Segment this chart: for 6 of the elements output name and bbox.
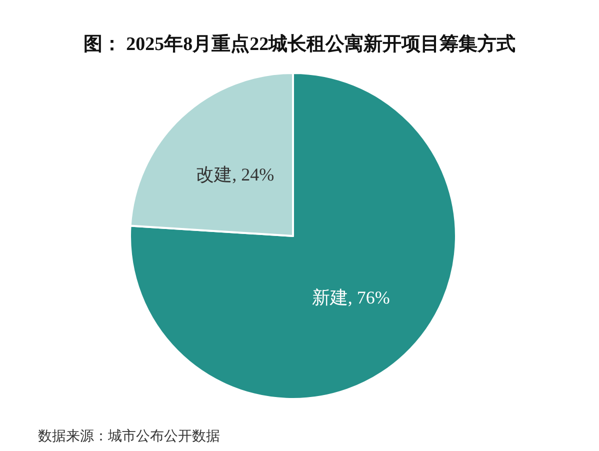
chart-title: 图： 2025年8月重点22城长租公寓新开项目筹集方式 [83,33,516,55]
source-note: 数据来源：城市公布公开数据 [38,428,220,444]
slice-label: 新建 [312,288,348,308]
slice-label: 改建 [196,164,232,184]
data-label: , 76% [348,288,390,308]
data-label: , 24% [232,164,274,184]
